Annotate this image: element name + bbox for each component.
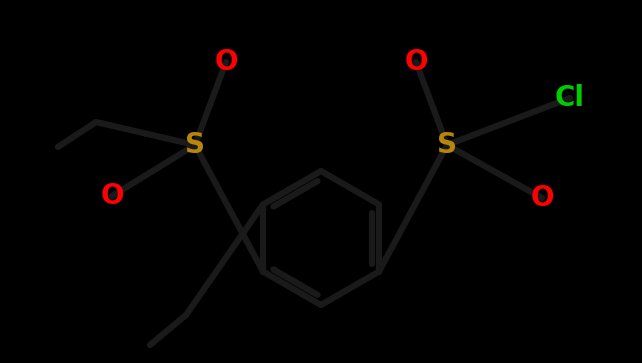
Text: O: O <box>530 184 554 212</box>
Text: O: O <box>404 48 428 76</box>
Text: O: O <box>100 182 124 210</box>
Text: S: S <box>185 131 205 159</box>
Text: O: O <box>214 48 238 76</box>
Text: Cl: Cl <box>555 84 585 112</box>
Text: S: S <box>437 131 457 159</box>
